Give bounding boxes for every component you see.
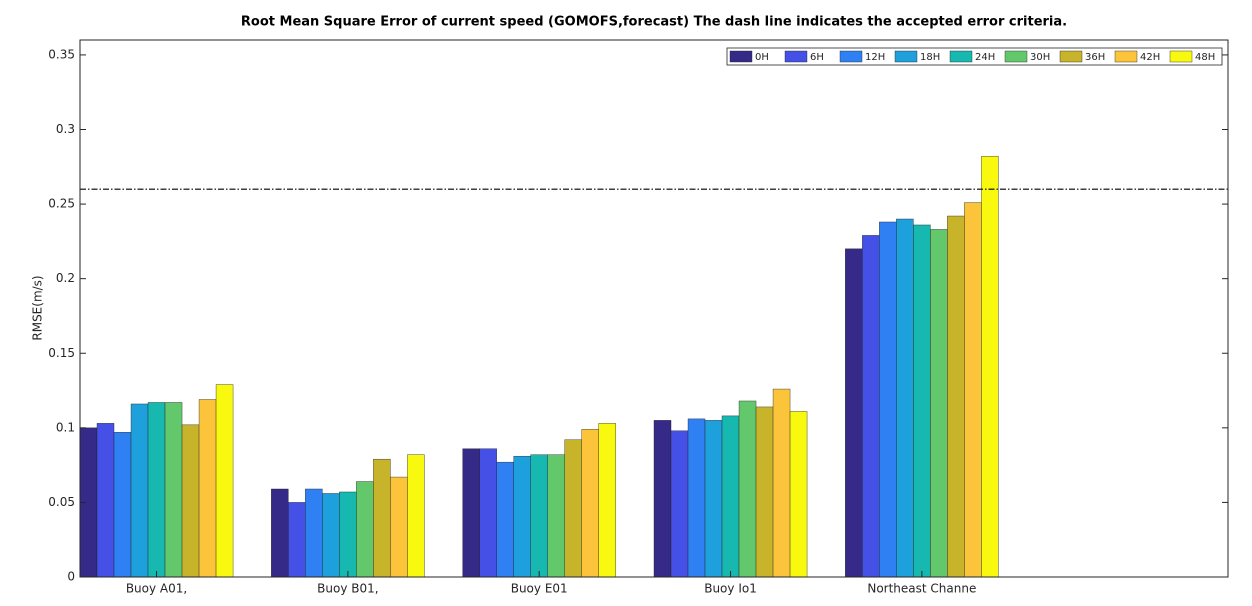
legend-swatch [1114, 50, 1138, 63]
y-tick-label: 0.25 [48, 197, 75, 211]
y-tick-label: 0.1 [56, 420, 75, 434]
bar [130, 403, 149, 578]
y-tick-label: 0 [67, 570, 75, 584]
bar [704, 420, 723, 578]
bar [407, 454, 425, 578]
bar [598, 423, 616, 578]
bar [530, 454, 548, 578]
legend-label: 42H [1140, 52, 1160, 63]
bar [147, 402, 166, 578]
chart-title: Root Mean Square Error of current speed … [241, 15, 1067, 30]
bar [288, 502, 306, 578]
bar [653, 420, 672, 578]
legend-swatch [894, 50, 918, 63]
y-tick-label: 0.05 [48, 495, 75, 509]
y-tick-label: 0.15 [48, 346, 75, 360]
plot-frame [79, 39, 1229, 578]
bar [164, 402, 183, 578]
bar [215, 384, 234, 578]
bar [181, 424, 200, 578]
legend-swatch [839, 50, 863, 63]
bar [462, 448, 480, 578]
bar [496, 461, 514, 578]
bar [687, 418, 706, 578]
bar [373, 458, 391, 578]
legend-swatch [1059, 50, 1083, 63]
x-tick-label: Buoy Io1 [704, 582, 757, 596]
bar [322, 493, 340, 578]
legend-swatch [729, 50, 753, 63]
legend-label: 0H [755, 52, 769, 63]
bar [271, 488, 289, 578]
y-tick-label: 0.35 [48, 47, 75, 61]
bar [721, 415, 740, 578]
y-tick-label: 0.2 [56, 271, 75, 285]
bar [305, 488, 323, 578]
bar [670, 430, 689, 578]
legend-swatch [1169, 50, 1193, 63]
bar [581, 429, 599, 578]
legend-label: 48H [1195, 52, 1215, 63]
bar [755, 406, 774, 578]
bar [947, 215, 965, 578]
y-tick-label: 0.3 [56, 122, 75, 136]
bar [964, 202, 982, 578]
bar [896, 218, 914, 578]
bar [564, 439, 582, 578]
bar [113, 432, 132, 578]
x-tick-label: Buoy A01, [126, 582, 187, 596]
bar [198, 399, 217, 578]
bar [339, 491, 357, 578]
legend-label: 18H [920, 52, 940, 63]
x-tick-label: Buoy E01 [511, 582, 568, 596]
legend-swatch [784, 50, 808, 63]
legend-label: 36H [1085, 52, 1105, 63]
legend-label: 12H [865, 52, 885, 63]
bar [738, 400, 757, 578]
bar [789, 411, 808, 578]
bar [96, 423, 115, 578]
bar [913, 224, 931, 578]
bar [479, 448, 497, 578]
bar [390, 476, 408, 578]
bar [981, 156, 999, 578]
bar [356, 481, 374, 578]
bar [845, 248, 863, 578]
legend-swatch [1004, 50, 1028, 63]
y-axis-label: RMSE(m/s) [31, 275, 45, 340]
x-tick-label: Buoy B01, [317, 582, 378, 596]
bar [862, 235, 880, 578]
bar [547, 454, 565, 578]
bar [930, 229, 948, 578]
legend-label: 30H [1030, 52, 1050, 63]
bar [772, 388, 791, 578]
bar [879, 221, 897, 578]
legend-swatch [949, 50, 973, 63]
x-tick-label: Northeast Channe [867, 582, 976, 596]
bar [513, 455, 531, 578]
legend-label: 24H [975, 52, 995, 63]
legend-label: 6H [810, 52, 824, 63]
